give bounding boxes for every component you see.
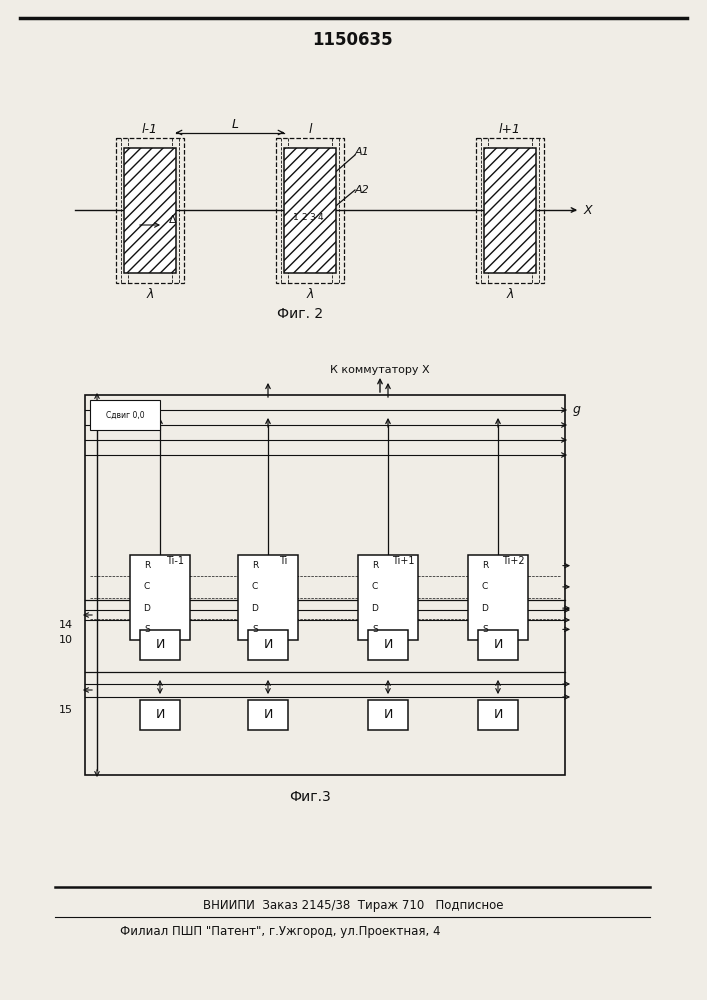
Text: Фиг.3: Фиг.3 [289, 790, 331, 804]
Text: C: C [252, 582, 258, 591]
Text: D: D [252, 604, 259, 613]
Bar [276, 137, 344, 282]
Bar [368, 700, 408, 730]
Text: Ti+2: Ti+2 [502, 556, 525, 566]
Text: R: R [252, 561, 258, 570]
Text: R: R [482, 561, 488, 570]
Text: Δ: Δ [169, 215, 177, 225]
Bar [248, 630, 288, 660]
Text: l-1: l-1 [142, 123, 158, 136]
Text: A2: A2 [355, 185, 369, 195]
Text: 3: 3 [309, 214, 315, 223]
Text: И: И [493, 639, 503, 652]
Text: R: R [372, 561, 378, 570]
Text: Ti+1: Ti+1 [392, 556, 414, 566]
Text: L: L [231, 118, 238, 131]
Text: Фиг. 2: Фиг. 2 [277, 308, 323, 322]
Bar [130, 555, 190, 640]
Text: l+1: l+1 [499, 123, 521, 136]
Bar [468, 555, 528, 640]
Text: И: И [156, 639, 165, 652]
Text: C: C [144, 582, 150, 591]
Text: И: И [493, 708, 503, 722]
Text: И: И [263, 708, 273, 722]
Bar [124, 147, 176, 272]
Bar [248, 700, 288, 730]
Bar [90, 400, 160, 430]
Text: A1: A1 [355, 147, 369, 157]
Text: S: S [252, 625, 258, 634]
Text: И: И [383, 708, 392, 722]
Text: S: S [482, 625, 488, 634]
Text: И: И [263, 639, 273, 652]
Bar [478, 700, 518, 730]
Text: l: l [308, 123, 312, 136]
Bar [85, 395, 565, 775]
Text: Ti: Ti [279, 556, 287, 566]
Bar [140, 630, 180, 660]
Text: D: D [481, 604, 489, 613]
Text: S: S [144, 625, 150, 634]
Bar [140, 700, 180, 730]
Text: К коммутатору X: К коммутатору X [330, 365, 430, 375]
Text: Сдвиг 0,0: Сдвиг 0,0 [105, 410, 144, 420]
Text: И: И [156, 708, 165, 722]
Text: 10: 10 [59, 635, 73, 645]
Text: C: C [372, 582, 378, 591]
Bar [476, 137, 544, 282]
Text: 1: 1 [293, 214, 299, 223]
Text: 14: 14 [59, 620, 73, 630]
Text: D: D [372, 604, 378, 613]
Text: И: И [383, 639, 392, 652]
Bar [368, 630, 408, 660]
Bar [484, 147, 536, 272]
Text: 2: 2 [301, 214, 307, 223]
Bar [238, 555, 298, 640]
Text: X: X [584, 204, 592, 217]
Text: 4: 4 [317, 214, 323, 223]
Text: C: C [482, 582, 488, 591]
Text: 1150635: 1150635 [312, 31, 393, 49]
Bar [358, 555, 418, 640]
Text: D: D [144, 604, 151, 613]
Text: g: g [573, 403, 581, 416]
Text: λ: λ [306, 288, 314, 301]
Text: λ: λ [506, 288, 514, 301]
Text: Ti-1: Ti-1 [166, 556, 184, 566]
Text: ВНИИПИ  Заказ 2145/38  Тираж 710   Подписное: ВНИИПИ Заказ 2145/38 Тираж 710 Подписное [203, 898, 503, 912]
Text: λ: λ [146, 288, 153, 301]
Text: R: R [144, 561, 150, 570]
Bar [284, 147, 336, 272]
Text: Филиал ПШП "Патент", г.Ужгород, ул.Проектная, 4: Филиал ПШП "Патент", г.Ужгород, ул.Проек… [119, 924, 440, 938]
Text: S: S [372, 625, 378, 634]
Bar [478, 630, 518, 660]
Text: 15: 15 [59, 705, 73, 715]
Bar [116, 137, 184, 282]
